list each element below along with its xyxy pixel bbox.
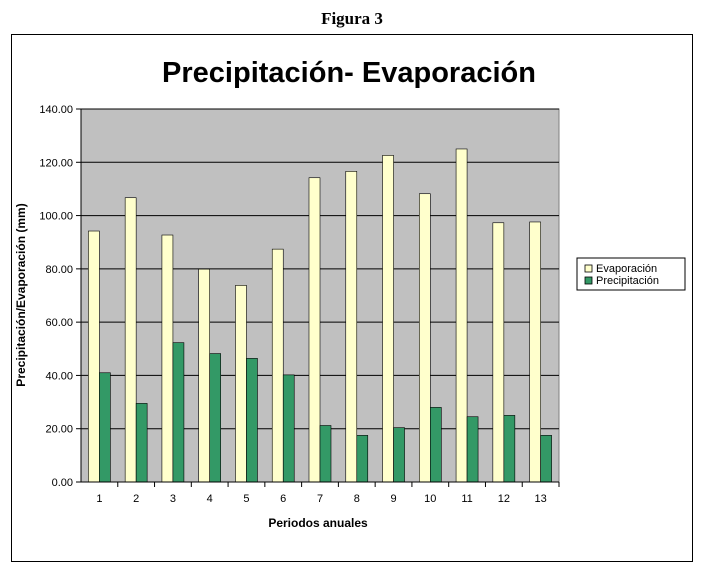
y-tick-labels: 0.00 20.00 40.00 60.00 80.00 100.00 120.00 140.… [39, 104, 73, 489]
bars [88, 148, 552, 483]
x-tick-label: 2 [133, 493, 139, 505]
x-tick-label: 8 [354, 493, 360, 505]
bar-precipitacion [135, 403, 148, 483]
legend-swatch [584, 276, 593, 285]
x-tick-label: 13 [534, 493, 546, 505]
bar-precipitacion [99, 372, 111, 483]
y-tick-label: 40.00 [45, 370, 73, 382]
bar-precipitacion [503, 415, 516, 483]
x-tick-label: 12 [498, 493, 510, 505]
legend-box [576, 257, 686, 291]
x-tick-label: 4 [207, 493, 213, 505]
x-tick-label: 6 [280, 493, 286, 505]
x-tick-labels: 1 2 3 4 5 6 7 8 9 10 11 12 13 [96, 493, 546, 505]
bar-precipitacion [430, 407, 442, 483]
bar-evaporacion [345, 171, 358, 483]
legend-label: Evaporación [596, 263, 657, 275]
y-tick-label: 100.00 [39, 211, 73, 223]
bar-evaporacion [235, 285, 247, 483]
bar-evaporacion [161, 234, 174, 483]
x-tick-label: 11 [461, 493, 472, 505]
y-tick-label: 60.00 [45, 317, 73, 329]
x-tick-label: 9 [390, 493, 396, 505]
bar-evaporacion [455, 148, 468, 483]
bar-evaporacion [529, 221, 541, 483]
x-tick-label: 1 [96, 493, 102, 505]
y-tick-label: 120.00 [39, 157, 73, 169]
bar-precipitacion [319, 425, 332, 483]
y-tick-label: 80.00 [45, 264, 73, 276]
bar-precipitacion [246, 358, 258, 483]
x-axis-label: Periodos anuales [268, 516, 368, 530]
y-tick-label: 20.00 [45, 424, 73, 436]
bar-evaporacion [271, 248, 284, 483]
x-tick-label: 10 [424, 493, 436, 505]
bar-precipitacion [356, 435, 369, 483]
bar-precipitacion [540, 435, 552, 483]
bar-precipitacion [393, 427, 405, 483]
bar-evaporacion [308, 177, 321, 483]
y-axis-label: Precipitación/Evaporación (mm) [14, 203, 28, 386]
bar-precipitacion [172, 342, 185, 483]
x-tick-label: 3 [170, 493, 176, 505]
chart-title: Precipitación- Evaporación [162, 57, 536, 89]
bar-evaporacion [124, 197, 137, 483]
legend-swatch [584, 264, 593, 273]
y-tick-label: 140.00 [39, 104, 73, 116]
x-tick-label: 7 [317, 493, 323, 505]
axes [76, 108, 560, 487]
bar-precipitacion [282, 374, 295, 483]
bar-precipitacion [466, 416, 479, 483]
legend-label: Precipitación [596, 275, 659, 287]
bar-evaporacion [419, 193, 431, 483]
x-tick-label: 5 [243, 493, 249, 505]
bar-precipitacion [209, 353, 221, 483]
bar-evaporacion [492, 222, 505, 483]
bar-evaporacion [198, 268, 210, 483]
bar-evaporacion [88, 230, 100, 483]
y-tick-label: 0.00 [52, 477, 73, 489]
figure-caption: Figura 3 [321, 9, 383, 28]
bar-evaporacion [382, 155, 394, 483]
